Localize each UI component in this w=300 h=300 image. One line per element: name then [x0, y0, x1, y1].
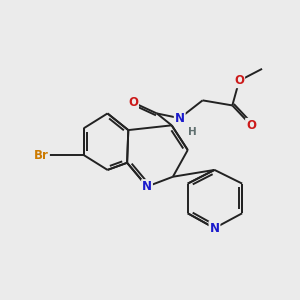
Text: O: O: [246, 119, 256, 132]
Text: Br: Br: [34, 148, 49, 162]
Text: H: H: [188, 127, 197, 137]
Text: N: N: [142, 180, 152, 193]
Text: O: O: [234, 74, 244, 87]
Text: N: N: [175, 112, 185, 125]
Text: N: N: [209, 222, 220, 235]
Text: O: O: [128, 96, 138, 109]
